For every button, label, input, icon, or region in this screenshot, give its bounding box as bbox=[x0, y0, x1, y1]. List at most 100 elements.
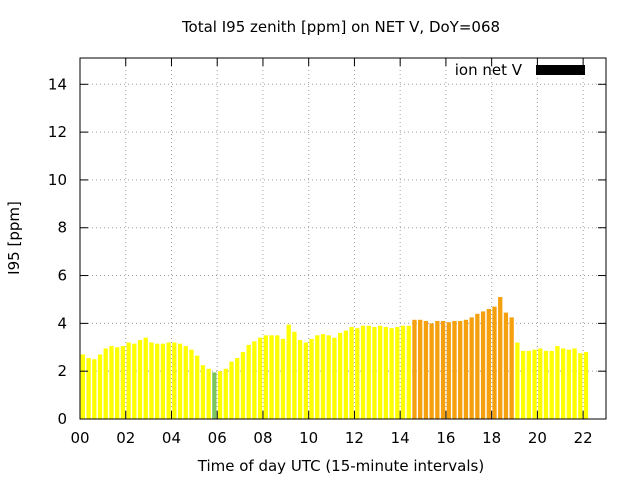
bar bbox=[149, 342, 154, 419]
bar bbox=[492, 306, 497, 419]
bar bbox=[240, 352, 246, 419]
legend-swatch bbox=[536, 65, 585, 75]
bar bbox=[109, 346, 114, 419]
bar bbox=[115, 347, 120, 419]
bar bbox=[195, 355, 200, 419]
x-axis-label: Time of day UTC (15-minute intervals) bbox=[197, 457, 484, 475]
bar bbox=[257, 337, 263, 419]
bar bbox=[297, 340, 303, 419]
bar bbox=[126, 342, 131, 419]
x-tick-label: 10 bbox=[299, 429, 318, 447]
x-tick-label: 02 bbox=[116, 429, 135, 447]
bar bbox=[446, 322, 451, 419]
bar bbox=[166, 342, 171, 419]
bar bbox=[332, 337, 337, 419]
legend-label: ion net V bbox=[455, 61, 523, 79]
bar bbox=[383, 326, 389, 419]
bar bbox=[223, 368, 228, 419]
bars bbox=[80, 297, 589, 419]
bar bbox=[200, 365, 206, 419]
bar bbox=[520, 350, 526, 419]
bar bbox=[229, 361, 234, 419]
y-tick-label: 8 bbox=[57, 219, 67, 237]
bar bbox=[400, 325, 406, 419]
bar bbox=[172, 342, 177, 419]
bar bbox=[509, 317, 514, 419]
y-tick-label: 0 bbox=[57, 410, 67, 428]
bar bbox=[480, 311, 486, 419]
bar bbox=[286, 324, 291, 419]
bar bbox=[212, 372, 217, 419]
bar bbox=[275, 335, 280, 419]
bar bbox=[343, 330, 348, 419]
bar bbox=[515, 342, 520, 419]
chart-title: Total I95 zenith [ppm] on NET V, DoY=068 bbox=[181, 18, 500, 36]
bar bbox=[372, 326, 377, 419]
bar bbox=[355, 328, 360, 419]
bar bbox=[435, 320, 440, 419]
bar bbox=[349, 326, 354, 419]
bar bbox=[412, 319, 417, 419]
x-tick-label: 18 bbox=[482, 429, 501, 447]
bar bbox=[183, 346, 188, 419]
bar bbox=[269, 335, 274, 419]
y-tick-label: 2 bbox=[57, 362, 67, 380]
bar bbox=[320, 334, 326, 419]
plot-frame bbox=[79, 57, 607, 420]
bar bbox=[560, 348, 566, 419]
bar bbox=[423, 320, 429, 419]
y-axis-label: I95 [ppm] bbox=[5, 201, 23, 275]
bar bbox=[120, 346, 126, 419]
bar bbox=[418, 319, 423, 419]
bar bbox=[86, 358, 91, 419]
bar bbox=[137, 340, 143, 419]
bar bbox=[326, 335, 331, 419]
bar bbox=[292, 331, 297, 419]
bar bbox=[252, 341, 257, 419]
x-tick-label: 12 bbox=[345, 429, 364, 447]
bar bbox=[543, 350, 549, 419]
bar bbox=[555, 346, 560, 419]
bar bbox=[92, 359, 97, 419]
bar bbox=[395, 326, 400, 419]
bar bbox=[360, 325, 366, 419]
bar bbox=[458, 320, 463, 419]
bar bbox=[549, 350, 554, 419]
bar bbox=[235, 358, 240, 419]
x-tick-label: 00 bbox=[70, 429, 89, 447]
bar bbox=[80, 354, 85, 419]
y-tick-label: 12 bbox=[48, 123, 67, 141]
bar bbox=[155, 343, 160, 419]
bar bbox=[452, 320, 457, 419]
bar bbox=[309, 338, 314, 419]
bar bbox=[463, 319, 469, 419]
bar bbox=[303, 342, 308, 419]
bar bbox=[280, 338, 286, 419]
y-tick-label: 6 bbox=[57, 267, 67, 285]
bar bbox=[177, 343, 183, 419]
bar bbox=[566, 349, 571, 419]
grid bbox=[80, 58, 606, 419]
bar bbox=[160, 343, 166, 419]
legend: ion net V bbox=[455, 61, 585, 79]
bar bbox=[583, 352, 589, 419]
bar bbox=[315, 335, 320, 419]
bar bbox=[206, 368, 211, 419]
bar bbox=[189, 349, 194, 419]
bar bbox=[103, 348, 108, 419]
bar bbox=[578, 353, 583, 419]
bar bbox=[263, 335, 268, 419]
bar bbox=[246, 344, 251, 419]
bar bbox=[475, 313, 480, 419]
x-tick-label: 06 bbox=[208, 429, 227, 447]
bar bbox=[143, 337, 148, 419]
bar bbox=[429, 323, 434, 419]
bar bbox=[532, 349, 537, 419]
bar bbox=[389, 328, 394, 419]
bar bbox=[469, 317, 474, 419]
x-tick-label: 16 bbox=[436, 429, 455, 447]
bar bbox=[366, 325, 371, 419]
bar bbox=[378, 325, 383, 419]
bar bbox=[538, 348, 543, 419]
y-tick-label: 14 bbox=[48, 75, 67, 93]
